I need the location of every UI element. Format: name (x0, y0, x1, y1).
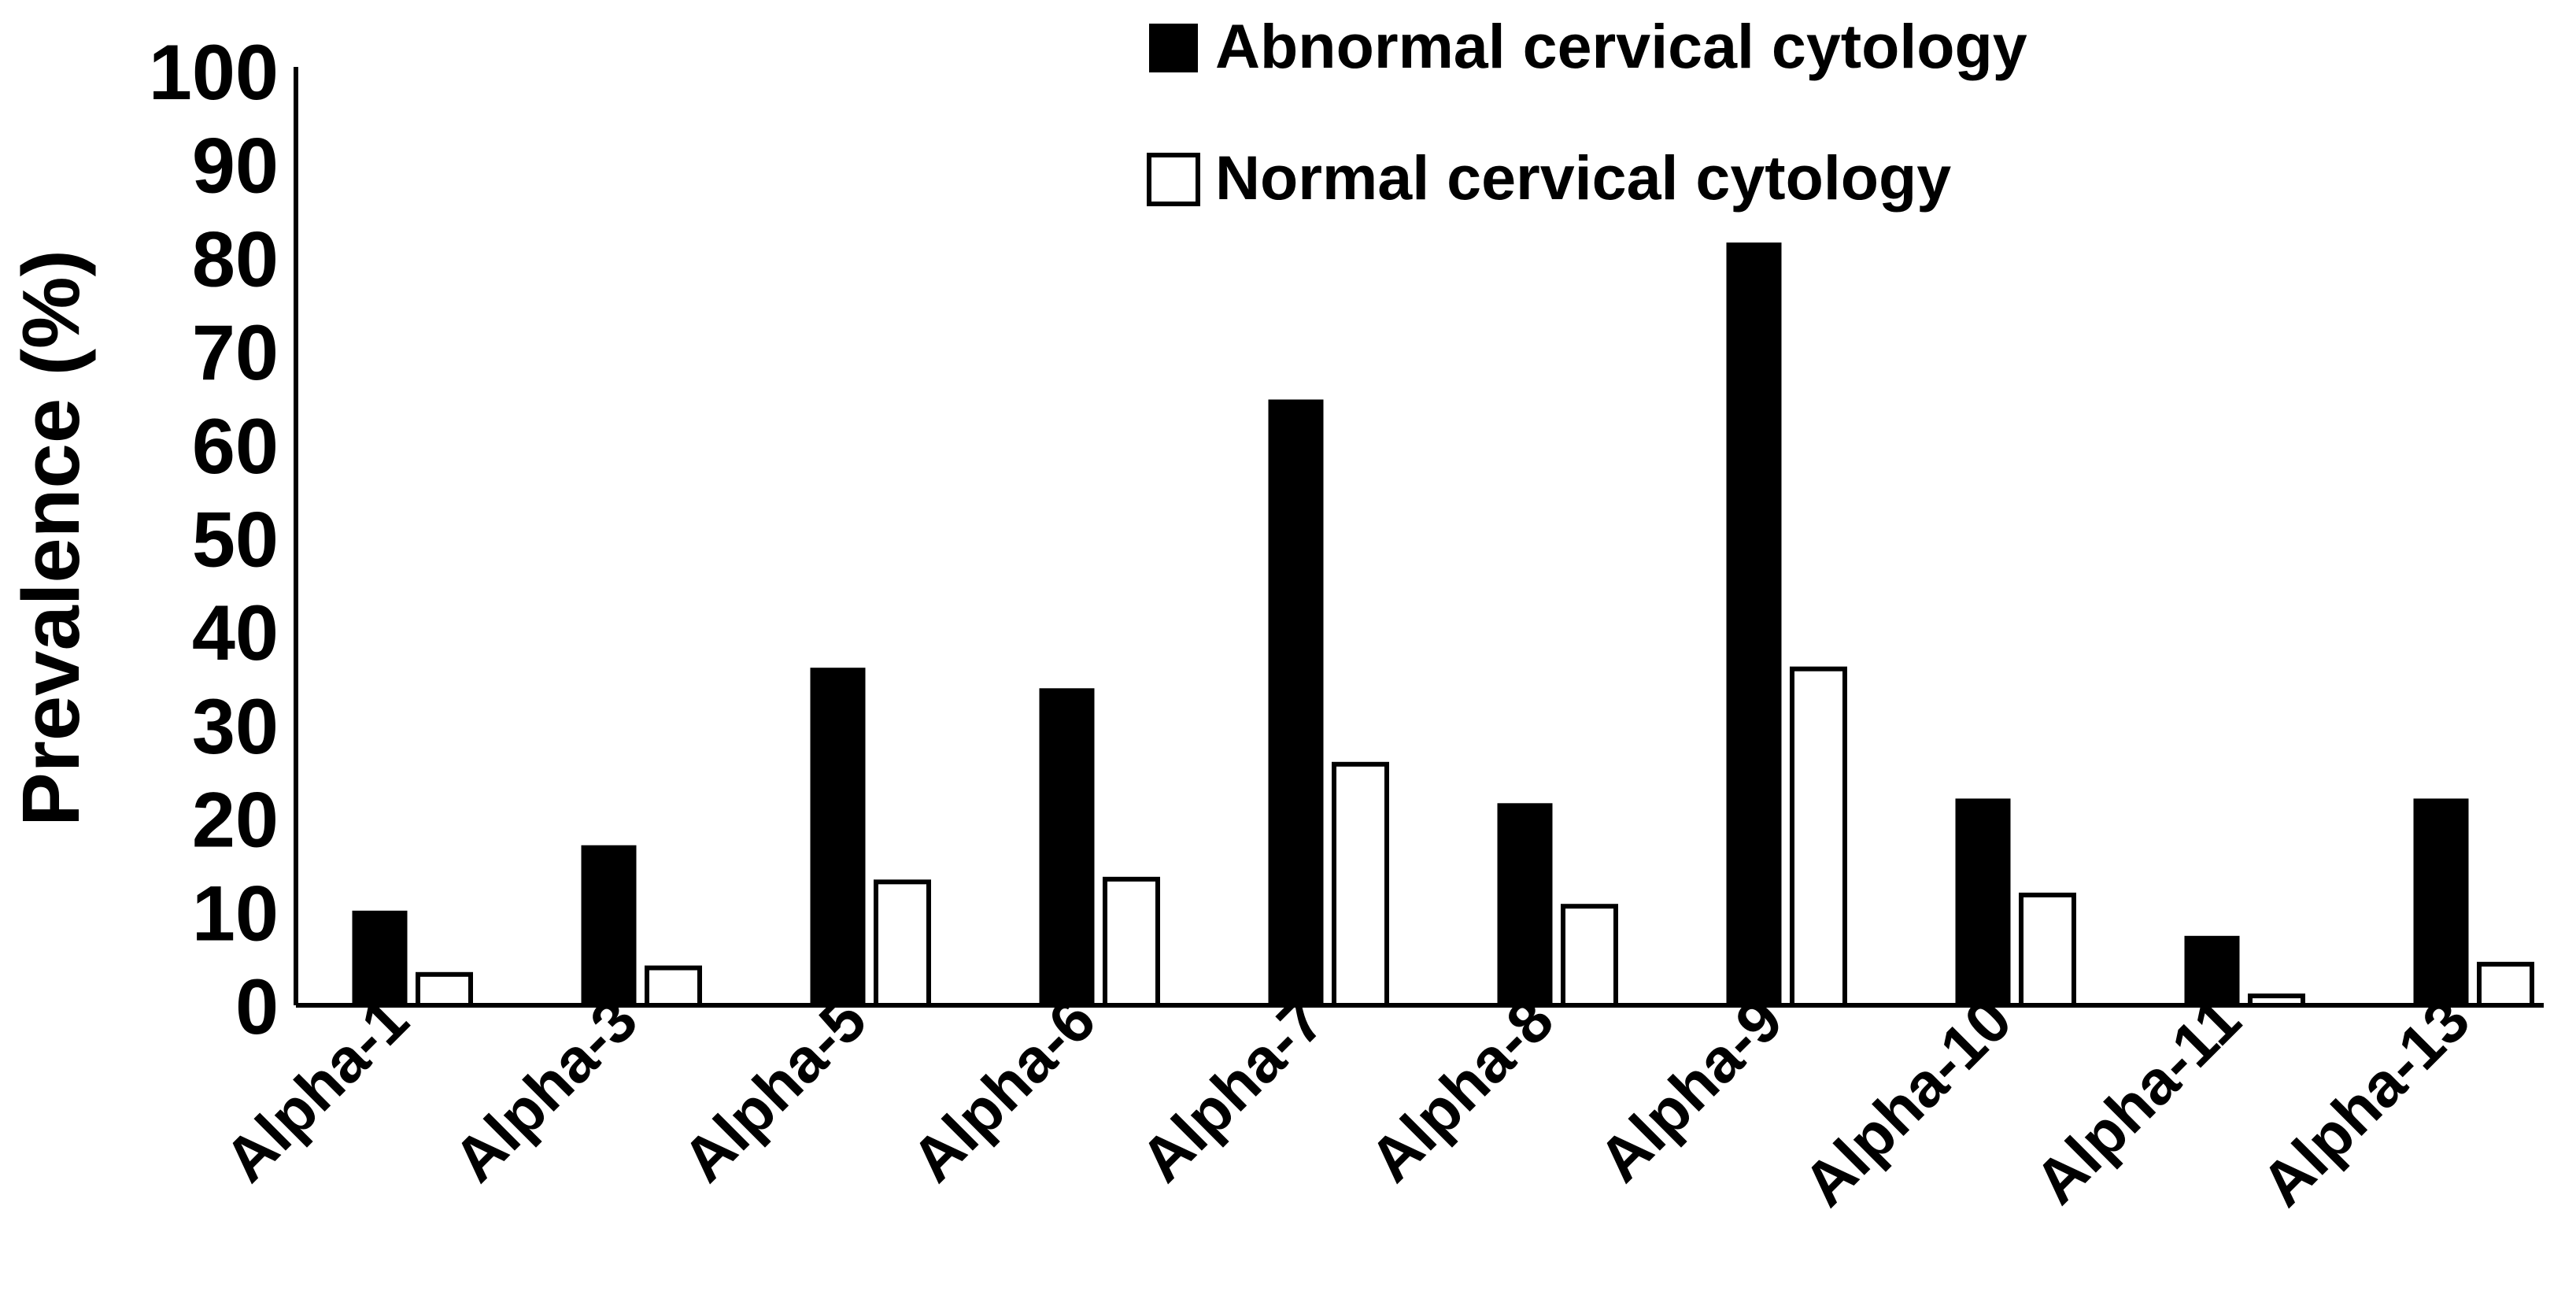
svg-text:40: 40 (192, 589, 279, 676)
svg-text:0: 0 (235, 963, 279, 1050)
svg-text:80: 80 (192, 215, 279, 302)
svg-text:100: 100 (149, 28, 279, 116)
svg-text:90: 90 (192, 122, 279, 209)
svg-text:50: 50 (192, 496, 279, 583)
svg-text:Prevalence (%): Prevalence (%) (6, 250, 96, 827)
svg-text:70: 70 (192, 309, 279, 396)
svg-text:20: 20 (192, 776, 279, 864)
svg-text:Normal cervical cytology: Normal cervical cytology (1215, 142, 1951, 213)
svg-text:Abnormal cervical cytology: Abnormal cervical cytology (1215, 11, 2027, 81)
svg-text:60: 60 (192, 402, 279, 490)
svg-text:30: 30 (192, 683, 279, 770)
svg-text:10: 10 (192, 869, 279, 956)
